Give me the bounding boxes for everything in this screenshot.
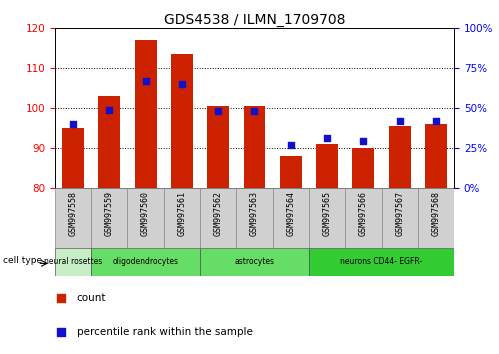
Text: neurons CD44- EGFR-: neurons CD44- EGFR- xyxy=(340,257,423,267)
Bar xyxy=(127,188,164,248)
Text: percentile rank within the sample: percentile rank within the sample xyxy=(77,327,252,337)
Text: GSM997559: GSM997559 xyxy=(105,190,114,236)
Point xyxy=(432,118,440,124)
Text: GSM997564: GSM997564 xyxy=(286,190,295,236)
Text: GSM997566: GSM997566 xyxy=(359,190,368,236)
Bar xyxy=(200,188,237,248)
Point xyxy=(105,107,113,113)
Text: GSM997565: GSM997565 xyxy=(322,190,331,236)
Point xyxy=(142,78,150,84)
Text: GSM997568: GSM997568 xyxy=(432,190,441,236)
Point xyxy=(178,81,186,87)
Text: GSM997563: GSM997563 xyxy=(250,190,259,236)
Bar xyxy=(352,148,374,188)
Bar xyxy=(164,188,200,248)
Text: GSM997561: GSM997561 xyxy=(178,190,187,236)
Point xyxy=(396,118,404,124)
Bar xyxy=(91,188,127,248)
Bar xyxy=(309,188,345,248)
Text: GSM997560: GSM997560 xyxy=(141,190,150,236)
Bar xyxy=(272,188,309,248)
Bar xyxy=(309,248,454,276)
Text: oligodendrocytes: oligodendrocytes xyxy=(113,257,179,267)
Bar xyxy=(418,188,454,248)
Bar xyxy=(135,40,157,188)
Point xyxy=(214,108,222,114)
Text: astrocytes: astrocytes xyxy=(235,257,274,267)
Bar xyxy=(55,188,91,248)
Text: GSM997567: GSM997567 xyxy=(395,190,404,236)
Text: cell type: cell type xyxy=(3,256,42,265)
Bar xyxy=(91,248,200,276)
Point xyxy=(250,108,258,114)
Title: GDS4538 / ILMN_1709708: GDS4538 / ILMN_1709708 xyxy=(164,13,345,27)
Bar xyxy=(244,106,265,188)
Bar xyxy=(389,126,411,188)
Text: GSM997562: GSM997562 xyxy=(214,190,223,236)
Bar xyxy=(55,248,91,276)
Bar xyxy=(280,156,302,188)
Bar xyxy=(345,188,382,248)
Point xyxy=(57,295,65,301)
Point xyxy=(287,142,295,148)
Text: GSM997558: GSM997558 xyxy=(68,190,77,236)
Bar xyxy=(98,96,120,188)
Bar xyxy=(316,144,338,188)
Bar xyxy=(200,248,309,276)
Bar xyxy=(237,188,272,248)
Text: neural rosettes: neural rosettes xyxy=(44,257,102,267)
Text: count: count xyxy=(77,293,106,303)
Point xyxy=(57,329,65,335)
Point xyxy=(69,121,77,127)
Bar xyxy=(207,106,229,188)
Bar xyxy=(425,124,447,188)
Point xyxy=(359,138,367,144)
Bar xyxy=(382,188,418,248)
Bar xyxy=(171,54,193,188)
Bar xyxy=(62,128,84,188)
Point xyxy=(323,135,331,141)
